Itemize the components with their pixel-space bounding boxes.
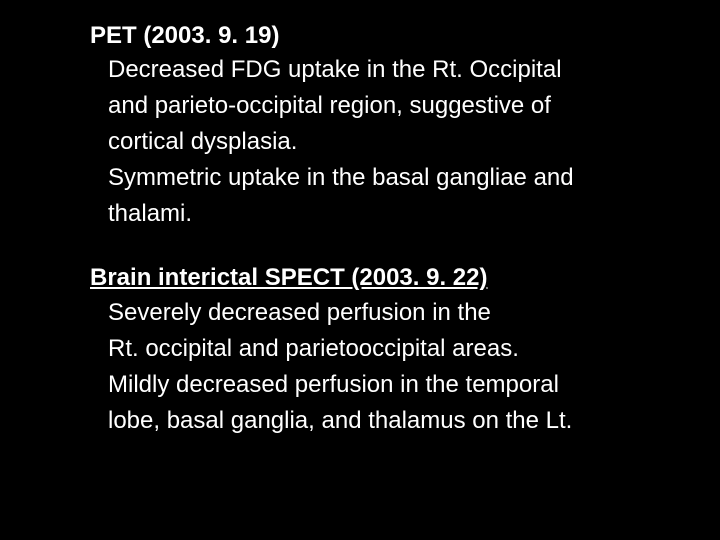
body-line: Mildly decreased perfusion in the tempor… [90, 367, 660, 403]
body-line: Rt. occipital and parietooccipital areas… [90, 331, 660, 367]
section-heading: Brain interictal SPECT (2003. 9. 22) [90, 262, 660, 294]
body-line: Decreased FDG uptake in the Rt. Occipita… [90, 52, 660, 88]
body-line: thalami. [90, 196, 660, 232]
body-line: lobe, basal ganglia, and thalamus on the… [90, 403, 660, 439]
slide-container: PET (2003. 9. 19) Decreased FDG uptake i… [0, 0, 720, 540]
section-spect: Brain interictal SPECT (2003. 9. 22) Sev… [90, 262, 660, 438]
body-line: Severely decreased perfusion in the [90, 295, 660, 331]
section-pet: PET (2003. 9. 19) Decreased FDG uptake i… [90, 20, 660, 232]
body-line: cortical dysplasia. [90, 124, 660, 160]
body-line: Symmetric uptake in the basal gangliae a… [90, 160, 660, 196]
body-line: and parieto-occipital region, suggestive… [90, 88, 660, 124]
section-heading: PET (2003. 9. 19) [90, 20, 660, 52]
